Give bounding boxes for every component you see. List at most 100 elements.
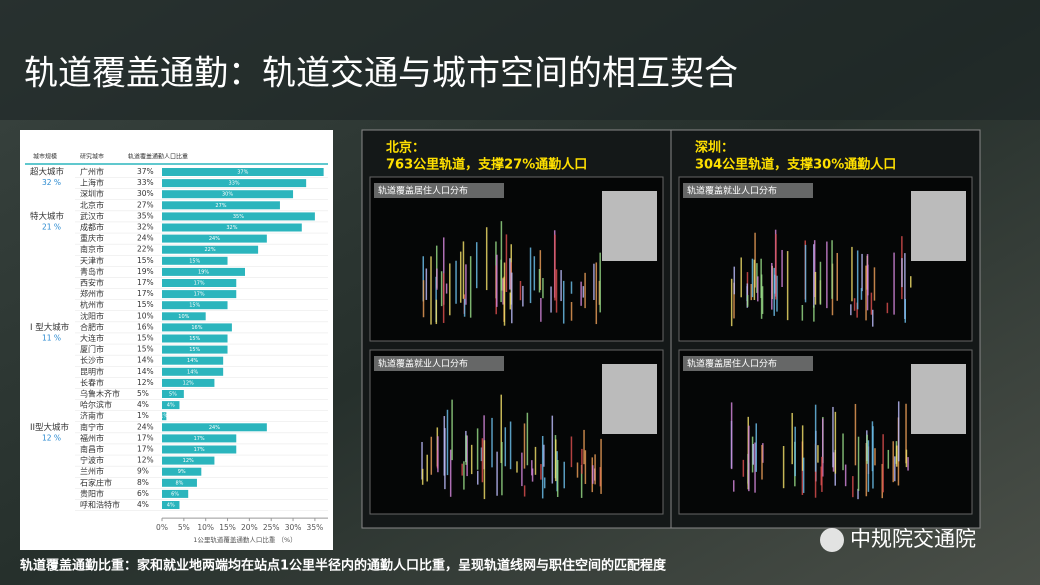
bar-label: 14% bbox=[187, 358, 198, 364]
value-text: 1% bbox=[137, 411, 149, 420]
bar bbox=[162, 168, 324, 176]
value-text: 24% bbox=[137, 422, 154, 431]
city-label: 石家庄市 bbox=[80, 477, 112, 487]
value-text: 4% bbox=[137, 400, 149, 409]
bar-label: 16% bbox=[191, 325, 202, 331]
bar-label: 24% bbox=[209, 236, 220, 242]
bar bbox=[162, 378, 215, 387]
x-tick-label: 10% bbox=[197, 523, 214, 532]
bar bbox=[162, 234, 267, 243]
city-label: 武汉市 bbox=[80, 211, 104, 221]
bar bbox=[162, 179, 307, 188]
value-text: 6% bbox=[137, 489, 149, 498]
value-text: 17% bbox=[137, 278, 154, 287]
map-legend bbox=[602, 191, 657, 261]
bar bbox=[162, 201, 280, 210]
bar-label: 15% bbox=[189, 336, 200, 342]
bar bbox=[162, 312, 206, 321]
value-text: 8% bbox=[137, 478, 149, 487]
value-text: 15% bbox=[137, 300, 154, 309]
city-label: 哈尔滨市 bbox=[80, 400, 112, 410]
map-legend bbox=[602, 364, 657, 434]
value-text: 24% bbox=[137, 234, 154, 243]
bar bbox=[162, 423, 267, 432]
city-label: 青岛市 bbox=[80, 266, 104, 276]
x-tick-label: 0% bbox=[156, 523, 168, 532]
bar-label: 37% bbox=[237, 170, 248, 176]
value-text: 19% bbox=[137, 267, 154, 276]
city-label: 北京市 bbox=[80, 200, 104, 210]
map-title-bg bbox=[374, 183, 504, 198]
city-label: 成都市 bbox=[80, 222, 104, 232]
bar bbox=[162, 434, 237, 443]
city-label: 西安市 bbox=[80, 278, 104, 288]
panel-city: 深圳： bbox=[695, 140, 734, 156]
group-name: II型大城市 bbox=[30, 422, 70, 433]
bar bbox=[162, 190, 294, 199]
group-share: 32 % bbox=[42, 178, 61, 187]
map-legend bbox=[911, 191, 966, 261]
bar bbox=[162, 223, 302, 232]
value-text: 15% bbox=[137, 256, 154, 265]
city-label: 福州市 bbox=[80, 433, 104, 443]
value-text: 12% bbox=[137, 378, 154, 387]
city-label: 厦门市 bbox=[80, 344, 104, 354]
bar-label: 5% bbox=[169, 392, 177, 398]
city-label: 广州市 bbox=[80, 167, 104, 177]
map-title: 轨道覆盖居住人口分布 bbox=[687, 358, 777, 370]
bar bbox=[162, 489, 189, 498]
x-tick-label: 15% bbox=[219, 523, 236, 532]
bar bbox=[162, 501, 180, 509]
value-text: 5% bbox=[137, 389, 149, 398]
bar-label: 15% bbox=[189, 303, 200, 309]
bar-label: 8% bbox=[176, 480, 184, 486]
value-text: 32% bbox=[137, 223, 154, 232]
group-share: 12 % bbox=[42, 433, 61, 442]
value-text: 27% bbox=[137, 200, 154, 209]
bar bbox=[162, 301, 228, 310]
city-label: 上海市 bbox=[80, 178, 104, 188]
bar bbox=[162, 267, 245, 276]
value-text: 4% bbox=[137, 500, 149, 509]
city-label: 兰州市 bbox=[80, 466, 104, 476]
city-label: 深圳市 bbox=[80, 189, 104, 199]
bar-label: 17% bbox=[194, 436, 205, 442]
x-tick-label: 30% bbox=[285, 523, 302, 532]
panel-summary: 763公里轨道，支撑27%通勤人口 bbox=[386, 157, 587, 173]
city-label: 重庆市 bbox=[80, 233, 104, 243]
bar-label: 22% bbox=[204, 247, 215, 253]
bar-label: 1% bbox=[160, 414, 168, 420]
bar-label: 32% bbox=[226, 225, 237, 231]
map-title: 轨道覆盖居住人口分布 bbox=[378, 185, 468, 197]
bar-label: 17% bbox=[194, 281, 205, 287]
group-name: I 型大城市 bbox=[30, 322, 70, 333]
value-text: 15% bbox=[137, 334, 154, 343]
bar-label: 17% bbox=[194, 447, 205, 453]
bar bbox=[162, 334, 228, 343]
value-text: 16% bbox=[137, 322, 154, 331]
bar-label: 12% bbox=[183, 458, 194, 464]
map-title: 轨道覆盖就业人口分布 bbox=[687, 185, 777, 197]
map-title-bg bbox=[683, 356, 813, 371]
bar bbox=[162, 256, 228, 265]
city-label: 大连市 bbox=[80, 333, 104, 343]
bar-label: 15% bbox=[189, 258, 200, 264]
city-label: 宁波市 bbox=[80, 455, 104, 465]
bar-label: 17% bbox=[194, 292, 205, 298]
city-label: 杭州市 bbox=[80, 300, 104, 310]
bar-label: 33% bbox=[229, 181, 240, 187]
bar-label: 35% bbox=[233, 214, 244, 220]
bar-label: 14% bbox=[187, 369, 198, 375]
value-text: 35% bbox=[137, 211, 154, 220]
bar bbox=[162, 445, 237, 454]
bar bbox=[162, 212, 315, 221]
footer-note: 轨道覆盖通勤比重：家和就业地两端均在站点1公里半径内的通勤人口比重，呈现轨道线网… bbox=[20, 558, 667, 574]
panel-city: 北京： bbox=[386, 140, 425, 156]
bar-label: 9% bbox=[178, 469, 186, 475]
group-name: 超大城市 bbox=[30, 167, 65, 178]
value-text: 12% bbox=[137, 456, 154, 465]
bar bbox=[162, 279, 237, 287]
column-header: 研究城市 bbox=[80, 153, 104, 161]
value-text: 9% bbox=[137, 467, 149, 476]
